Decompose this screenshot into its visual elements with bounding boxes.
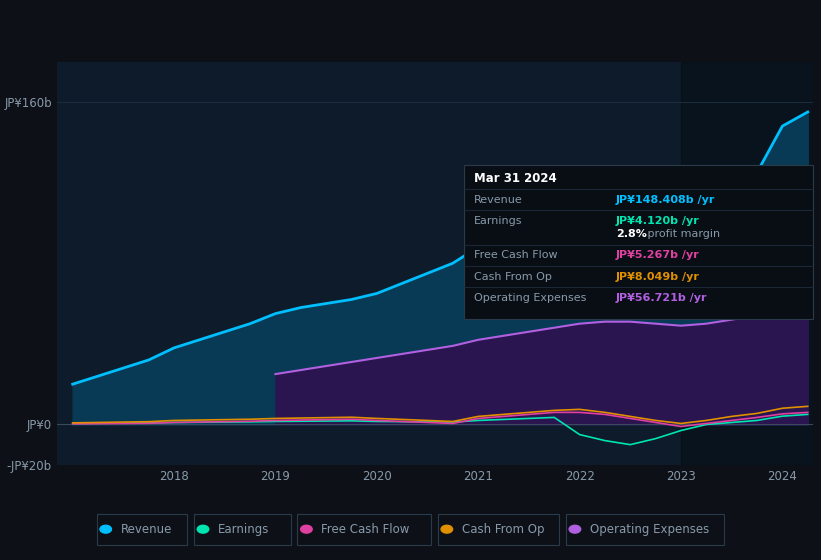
Text: JP¥56.721b /yr: JP¥56.721b /yr (616, 293, 707, 303)
Text: JP¥8.049b /yr: JP¥8.049b /yr (616, 272, 699, 282)
Text: profit margin: profit margin (644, 229, 721, 239)
Text: Mar 31 2024: Mar 31 2024 (474, 172, 557, 185)
Bar (681, 62, 813, 465)
Text: Cash From Op: Cash From Op (461, 522, 544, 536)
Text: Revenue: Revenue (121, 522, 172, 536)
Text: Operating Expenses: Operating Expenses (474, 293, 586, 303)
Text: Free Cash Flow: Free Cash Flow (321, 522, 410, 536)
Text: Cash From Op: Cash From Op (474, 272, 552, 282)
Text: Earnings: Earnings (474, 216, 522, 226)
Text: JP¥148.408b /yr: JP¥148.408b /yr (616, 194, 715, 204)
Text: Operating Expenses: Operating Expenses (589, 522, 709, 536)
Text: JP¥5.267b /yr: JP¥5.267b /yr (616, 250, 699, 260)
Text: Free Cash Flow: Free Cash Flow (474, 250, 557, 260)
Text: JP¥4.120b /yr: JP¥4.120b /yr (616, 216, 699, 226)
Text: 2.8%: 2.8% (616, 229, 647, 239)
Text: Earnings: Earnings (218, 522, 269, 536)
Text: Revenue: Revenue (474, 194, 522, 204)
